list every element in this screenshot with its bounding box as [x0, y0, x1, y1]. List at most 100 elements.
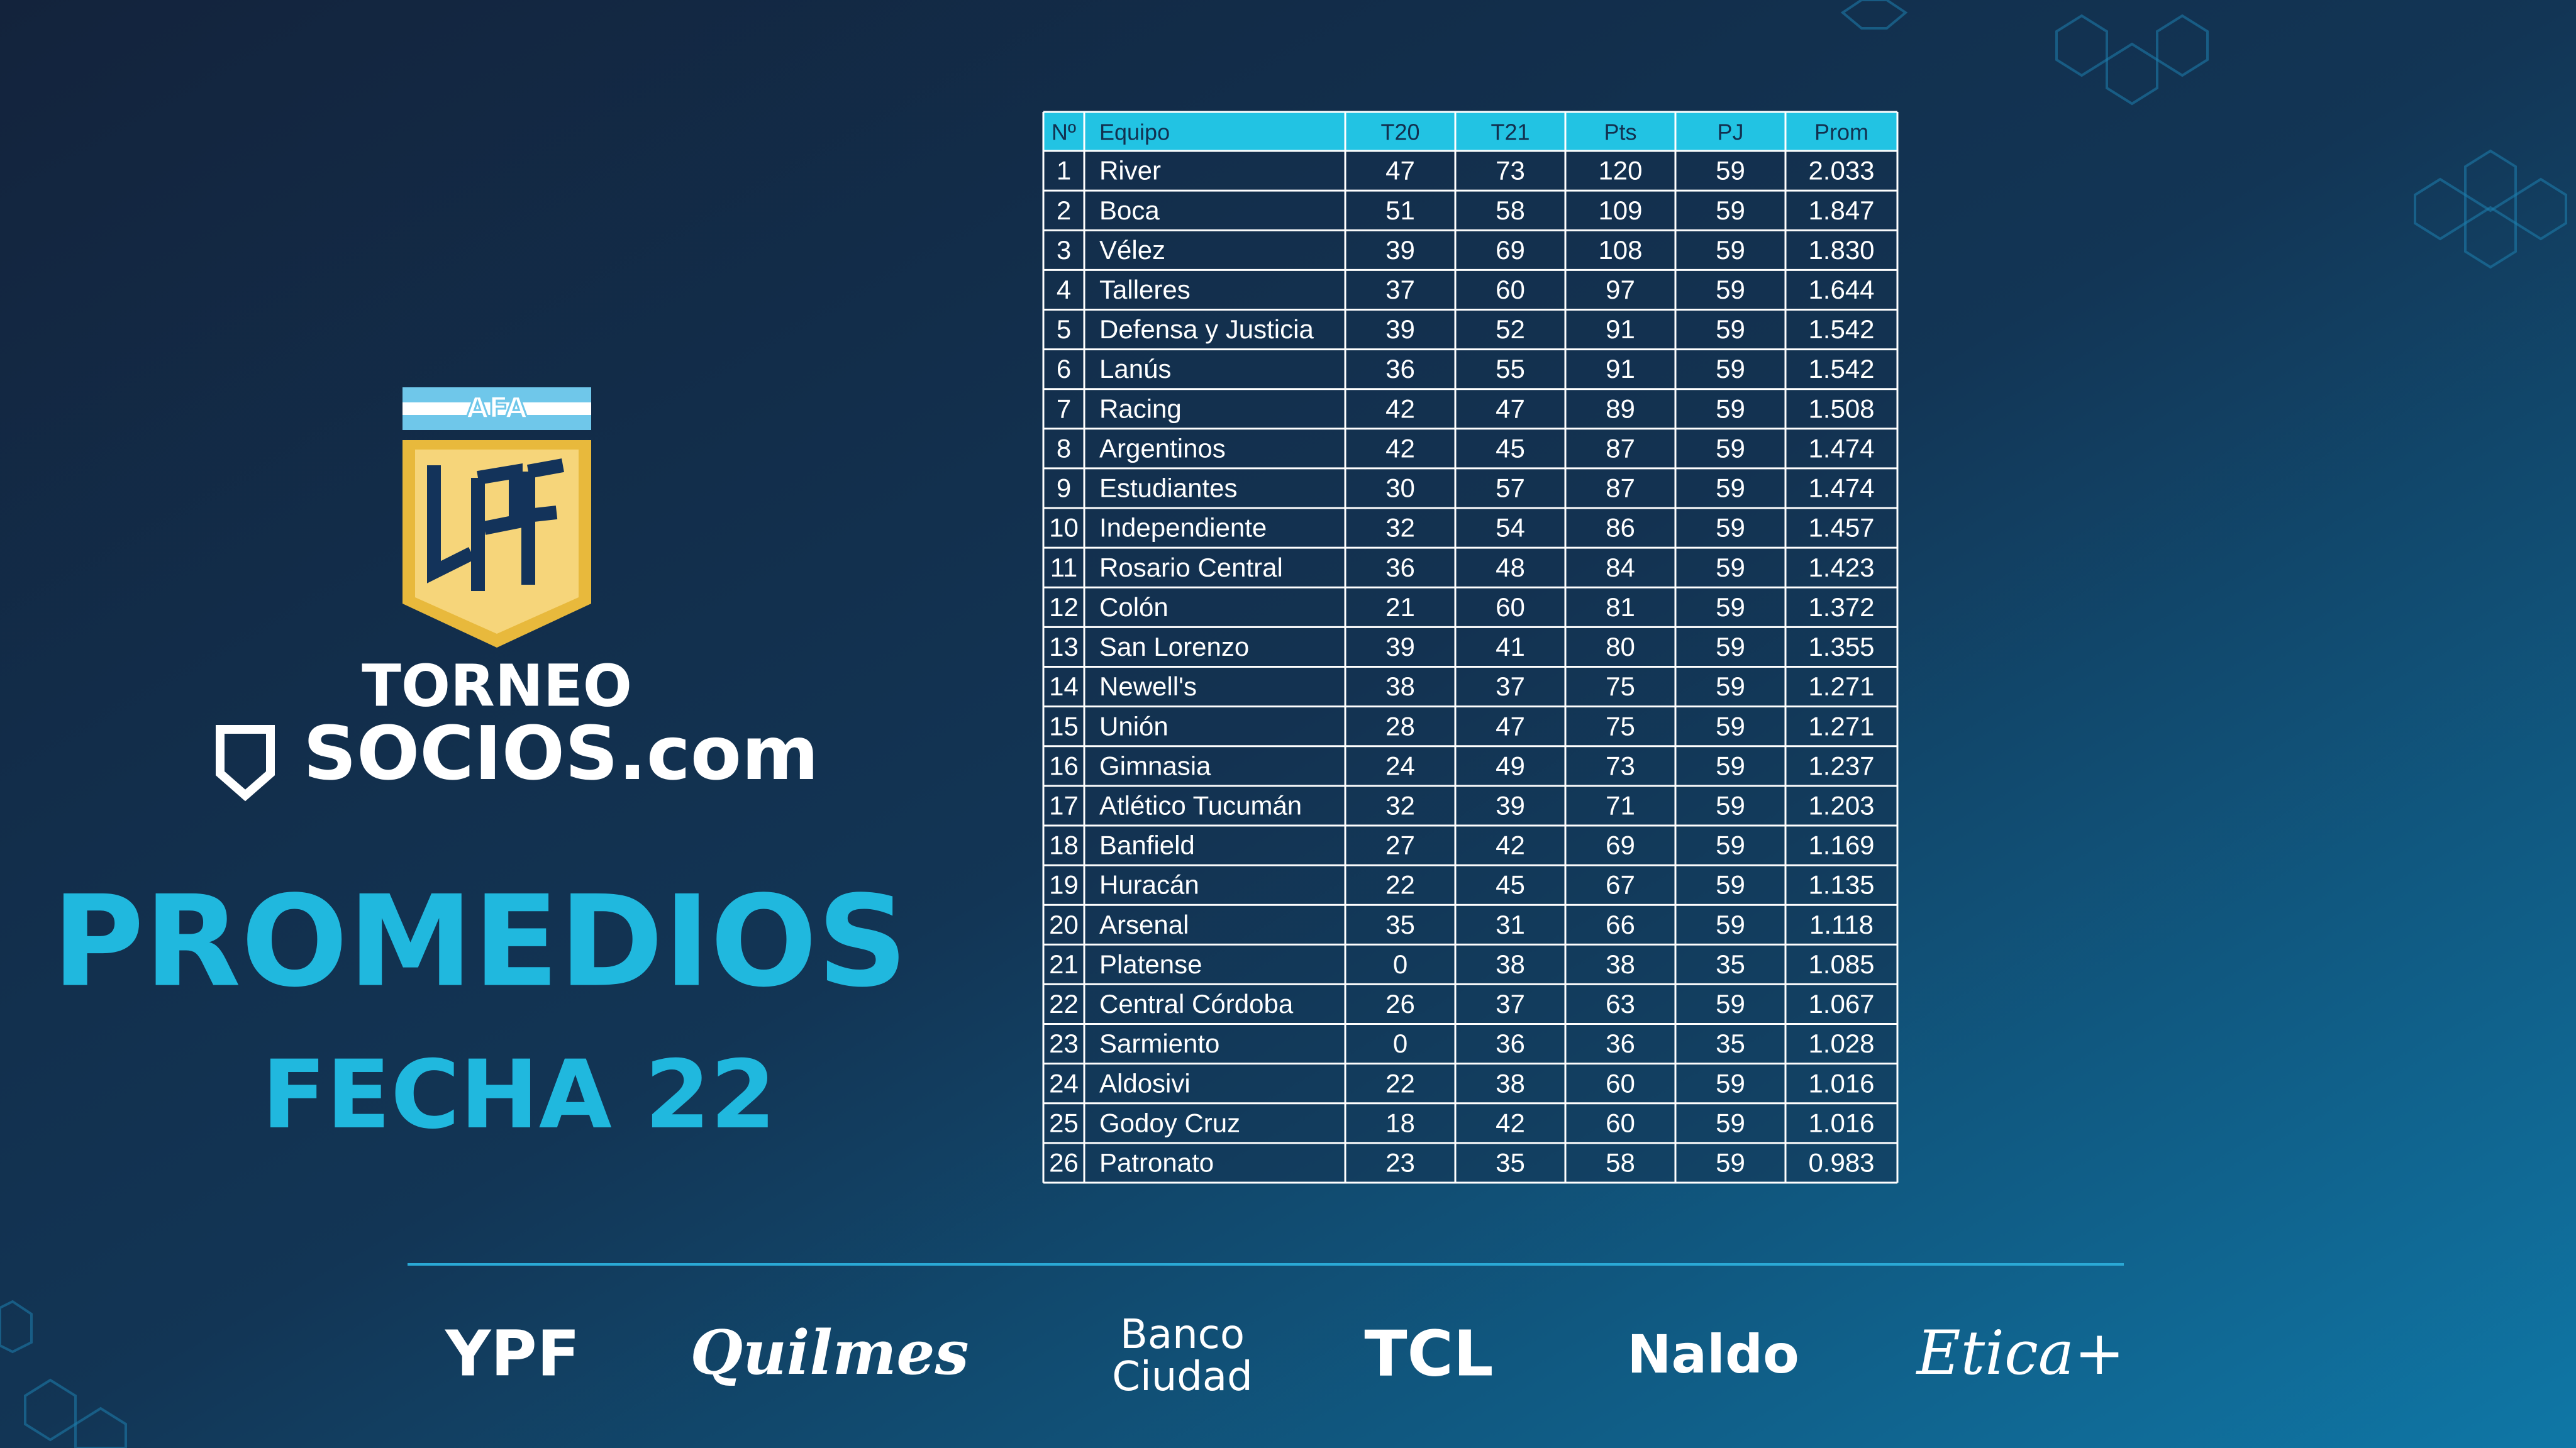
table-cell: 59	[1716, 513, 1745, 543]
table-cell: 84	[1606, 553, 1635, 582]
table-cell: 1	[1057, 156, 1071, 185]
table-cell: 26	[1049, 1148, 1079, 1178]
socios-icon	[216, 725, 275, 802]
team-name: Boca	[1099, 196, 1160, 225]
table-cell: 38	[1606, 949, 1635, 979]
table-cell: 8	[1057, 433, 1071, 463]
table-cell: 32	[1385, 790, 1415, 820]
sponsor-logo: YPF	[445, 1317, 580, 1390]
table-cell: 87	[1606, 473, 1635, 503]
table-cell: 1.423	[1808, 553, 1874, 582]
table-cell: 15	[1049, 711, 1079, 741]
table-cell: 24	[1385, 751, 1415, 780]
table-cell: 38	[1496, 949, 1525, 979]
sponsor-logo: TCL	[1364, 1317, 1493, 1390]
table-cell: 1.457	[1808, 513, 1874, 543]
table-cell: 39	[1385, 632, 1415, 661]
logo-line1: TORNEO	[362, 652, 632, 719]
table-cell: 59	[1716, 592, 1745, 622]
team-name: Estudiantes	[1099, 473, 1237, 503]
table-cell: 14	[1049, 671, 1079, 701]
table-cell: 16	[1049, 751, 1079, 780]
table-cell: 60	[1606, 1068, 1635, 1098]
table-cell: 1.542	[1808, 314, 1874, 344]
title: PROMEDIOS	[52, 869, 908, 1015]
table-cell: 27	[1385, 831, 1415, 860]
team-name: Independiente	[1099, 513, 1267, 543]
table-cell: 1.203	[1808, 790, 1874, 820]
column-header: T20	[1380, 119, 1419, 145]
table-cell: 59	[1716, 275, 1745, 304]
table-cell: 69	[1496, 235, 1525, 265]
table-cell: 59	[1716, 711, 1745, 741]
team-name: Platense	[1099, 949, 1202, 979]
table-cell: 69	[1606, 831, 1635, 860]
team-name: Lanús	[1099, 354, 1171, 384]
table-cell: 1.508	[1808, 394, 1874, 423]
table-cell: 59	[1716, 632, 1745, 661]
table-cell: 19	[1049, 870, 1079, 900]
column-header: Nº	[1052, 119, 1076, 145]
team-name: Talleres	[1099, 275, 1191, 304]
league-logo: AFA TORNEO SOCIOS.com	[216, 387, 819, 802]
afa-stripe	[402, 402, 591, 415]
table-cell: 2	[1057, 196, 1071, 225]
table-cell: 59	[1716, 156, 1745, 185]
table-cell: 108	[1598, 235, 1642, 265]
table-cell: 35	[1385, 910, 1415, 939]
sponsor-logo: Etica+	[1916, 1318, 2125, 1388]
table-cell: 80	[1606, 632, 1635, 661]
table-cell: 18	[1049, 831, 1079, 860]
table-cell: 1.016	[1808, 1108, 1874, 1137]
table-cell: 55	[1496, 354, 1525, 384]
column-header: Prom	[1814, 119, 1868, 145]
table-cell: 39	[1385, 235, 1415, 265]
table-cell: 32	[1385, 513, 1415, 543]
table-cell: 11	[1050, 553, 1078, 582]
table-cell: 38	[1496, 1068, 1525, 1098]
column-header: T21	[1491, 119, 1530, 145]
table-cell: 91	[1606, 314, 1635, 344]
team-name: Argentinos	[1099, 433, 1226, 463]
table-cell: 24	[1049, 1068, 1079, 1098]
table-cell: 59	[1716, 1148, 1745, 1178]
table-cell: 58	[1496, 196, 1525, 225]
table-cell: 1.474	[1808, 473, 1874, 503]
table-cell: 5	[1057, 314, 1071, 344]
header-row	[1043, 112, 1897, 151]
table-cell: 47	[1385, 156, 1415, 185]
table-cell: 12	[1049, 592, 1079, 622]
table-cell: 60	[1496, 275, 1525, 304]
table-cell: 1.474	[1808, 433, 1874, 463]
team-name: Aldosivi	[1099, 1068, 1191, 1098]
table-cell: 1.085	[1808, 949, 1874, 979]
table-cell: 1.169	[1808, 831, 1874, 860]
table-cell: 18	[1385, 1108, 1415, 1137]
table-cell: 1.067	[1808, 989, 1874, 1019]
sponsor-logo: Ciudad	[1112, 1354, 1253, 1400]
table-cell: 86	[1606, 513, 1635, 543]
table-cell: 37	[1496, 671, 1525, 701]
table-cell: 1.271	[1808, 671, 1874, 701]
table-cell: 63	[1606, 989, 1635, 1019]
table-cell: 26	[1385, 989, 1415, 1019]
table-cell: 37	[1385, 275, 1415, 304]
team-name: Newell's	[1099, 671, 1197, 701]
team-name: Sarmiento	[1099, 1029, 1219, 1058]
table-cell: 87	[1606, 433, 1635, 463]
table-cell: 67	[1606, 870, 1635, 900]
table-cell: 22	[1385, 870, 1415, 900]
table-cell: 36	[1606, 1029, 1635, 1058]
table-cell: 1.830	[1808, 235, 1874, 265]
table-cell: 1.372	[1808, 592, 1874, 622]
table-cell: 59	[1716, 910, 1745, 939]
table-cell: 9	[1057, 473, 1071, 503]
table-cell: 59	[1716, 790, 1745, 820]
table-cell: 59	[1716, 354, 1745, 384]
table-cell: 25	[1049, 1108, 1079, 1137]
table-cell: 59	[1716, 196, 1745, 225]
table-body	[1043, 112, 1897, 1183]
